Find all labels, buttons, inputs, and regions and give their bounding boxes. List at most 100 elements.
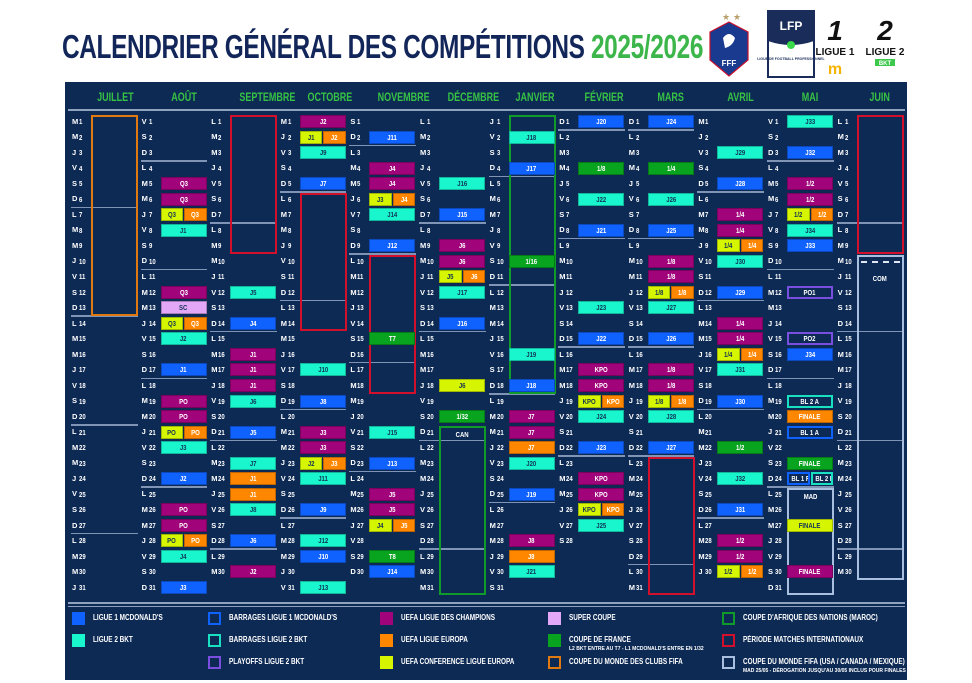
l2-match-cell[interactable]: J14 <box>369 208 416 222</box>
l1-match-cell[interactable]: J22 <box>578 332 625 346</box>
ucl-match-cell[interactable]: 1/8 <box>647 254 694 268</box>
l1-match-cell[interactable]: J8 <box>299 394 346 408</box>
uecl-match-cell[interactable]: J2 <box>299 456 323 470</box>
po2-match-cell[interactable]: PO1 <box>787 285 833 299</box>
uel-match-cell[interactable]: Q3 <box>184 316 207 330</box>
l2-match-cell[interactable]: J32 <box>717 472 764 486</box>
l1-match-cell[interactable]: J33 <box>787 239 833 253</box>
ucl-match-cell[interactable]: J7 <box>508 410 555 424</box>
l2-match-cell[interactable]: J10 <box>299 363 346 377</box>
l1-match-cell[interactable]: J1 <box>160 363 207 377</box>
l1-match-cell[interactable]: J2 <box>160 472 207 486</box>
uecl-match-cell[interactable]: KPO <box>578 503 601 517</box>
l2-match-cell[interactable]: J25 <box>578 518 625 532</box>
l1-match-cell[interactable]: J7 <box>299 177 346 191</box>
l1-match-cell[interactable]: J13 <box>369 456 416 470</box>
ucl-match-cell[interactable]: Q3 <box>160 192 207 206</box>
l1-match-cell[interactable]: J18 <box>508 379 555 392</box>
l1-match-cell[interactable]: J30 <box>717 394 764 408</box>
l1-match-cell[interactable]: J4 <box>230 316 277 330</box>
uel-match-cell[interactable]: J5 <box>392 518 416 532</box>
uel-match-cell[interactable]: PO <box>184 425 207 439</box>
ucl-match-cell[interactable]: 1/4 <box>717 316 764 330</box>
uel-match-cell[interactable]: KPO <box>601 503 625 517</box>
uel-match-cell[interactable]: J7 <box>508 441 555 455</box>
l2-match-cell[interactable]: J9 <box>299 146 346 160</box>
l2-match-cell[interactable]: J4 <box>160 549 207 563</box>
l2-match-cell[interactable]: J15 <box>369 425 416 439</box>
ucl-match-cell[interactable]: J8 <box>508 534 555 548</box>
ucl-match-cell[interactable]: KPO <box>578 363 625 377</box>
ucl-match-cell[interactable]: KPO <box>578 472 625 486</box>
bl2-match-cell[interactable]: BL 2 R <box>810 472 833 486</box>
uel-match-cell[interactable]: 1/2 <box>810 208 833 222</box>
l1-match-cell[interactable]: J29 <box>717 285 764 299</box>
uel-match-cell[interactable]: 1/4 <box>740 347 764 361</box>
l1-match-cell[interactable]: J28 <box>717 177 764 191</box>
ucl-match-cell[interactable]: 1/8 <box>647 379 694 392</box>
l2-match-cell[interactable]: J13 <box>299 580 346 594</box>
ucl-match-cell[interactable]: J2 <box>299 115 346 128</box>
l2-match-cell[interactable]: J17 <box>439 285 485 299</box>
cdf-match-cell[interactable]: 1/2 <box>717 441 764 455</box>
uel-match-cell[interactable]: J1 <box>230 472 277 486</box>
l2-match-cell[interactable]: J3 <box>160 441 207 455</box>
l2-match-cell[interactable]: J27 <box>647 301 694 315</box>
ucl-match-cell[interactable]: 1/2 <box>787 177 833 191</box>
l2-match-cell[interactable]: J2 <box>160 332 207 346</box>
l1-match-cell[interactable]: J19 <box>508 487 555 501</box>
l1-match-cell[interactable]: J9 <box>299 503 346 517</box>
ucl-match-cell[interactable]: 1/4 <box>717 223 764 237</box>
ucl-match-cell[interactable]: PO <box>160 503 207 517</box>
l2-match-cell[interactable]: J19 <box>508 347 555 361</box>
uel-match-cell[interactable]: 1/2 <box>740 565 764 579</box>
l1-match-cell[interactable]: J16 <box>439 316 485 330</box>
uecl-match-cell[interactable]: J3 <box>369 192 392 206</box>
uel-match-cell[interactable]: KPO <box>601 394 625 408</box>
ucl-match-cell[interactable]: 1/8 <box>647 363 694 377</box>
l2-match-cell[interactable]: J16 <box>439 177 485 191</box>
ucl-match-cell[interactable]: 1/4 <box>717 208 764 222</box>
bl1-match-cell[interactable]: BL 1 A <box>787 425 833 439</box>
l1-match-cell[interactable]: J26 <box>647 332 694 346</box>
uel-match-cell[interactable]: J8 <box>508 549 555 563</box>
uecl-match-cell[interactable]: 1/4 <box>717 347 740 361</box>
l1-match-cell[interactable]: J32 <box>787 146 833 160</box>
uecl-match-cell[interactable]: J1 <box>299 130 323 144</box>
l2-match-cell[interactable]: J8 <box>230 503 277 517</box>
ucl-match-cell[interactable]: J1 <box>230 363 277 377</box>
l1-match-cell[interactable]: J5 <box>230 425 277 439</box>
uecl-match-cell[interactable]: 1/8 <box>647 285 671 299</box>
ucl-match-cell[interactable]: KPO <box>578 487 625 501</box>
ucl-match-cell[interactable]: J4 <box>369 161 416 175</box>
cdf-match-cell[interactable]: T8 <box>369 549 416 563</box>
l1-match-cell[interactable]: J27 <box>647 441 694 455</box>
ucl-match-cell[interactable]: PO <box>160 518 207 532</box>
ucl-match-cell[interactable]: 1/8 <box>647 270 694 284</box>
ucl-match-cell[interactable]: FINALE <box>787 565 833 579</box>
l2-match-cell[interactable]: J1 <box>160 223 207 237</box>
l1-match-cell[interactable]: J6 <box>230 534 277 548</box>
bl2-match-cell[interactable]: BL 2 A <box>787 394 833 408</box>
uel-match-cell[interactable]: J6 <box>462 270 485 284</box>
cdf-match-cell[interactable]: 1/32 <box>439 410 485 424</box>
l2-match-cell[interactable]: J7 <box>230 456 277 470</box>
cdf-match-cell[interactable]: 1/4 <box>647 161 694 175</box>
l1-match-cell[interactable]: J21 <box>578 223 625 237</box>
l1-match-cell[interactable]: J14 <box>369 565 416 579</box>
ucl-match-cell[interactable]: J1 <box>230 347 277 361</box>
sc-match-cell[interactable]: SC <box>160 301 207 315</box>
uel-match-cell[interactable]: J3 <box>323 456 346 470</box>
ucl-match-cell[interactable]: Q3 <box>160 285 207 299</box>
l1-match-cell[interactable]: J10 <box>299 549 346 563</box>
l2-match-cell[interactable]: J26 <box>647 192 694 206</box>
uel-match-cell[interactable]: J1 <box>230 487 277 501</box>
l2-match-cell[interactable]: J30 <box>717 254 764 268</box>
l1-match-cell[interactable]: J34 <box>787 347 833 361</box>
uel-match-cell[interactable]: Q3 <box>184 208 207 222</box>
po2-match-cell[interactable]: PO2 <box>787 332 833 346</box>
l2-match-cell[interactable]: J23 <box>578 301 625 315</box>
uel-match-cell[interactable]: 1/8 <box>671 285 694 299</box>
uecl-match-cell[interactable]: FINALE <box>787 518 833 532</box>
uecl-match-cell[interactable]: 1/2 <box>787 208 810 222</box>
